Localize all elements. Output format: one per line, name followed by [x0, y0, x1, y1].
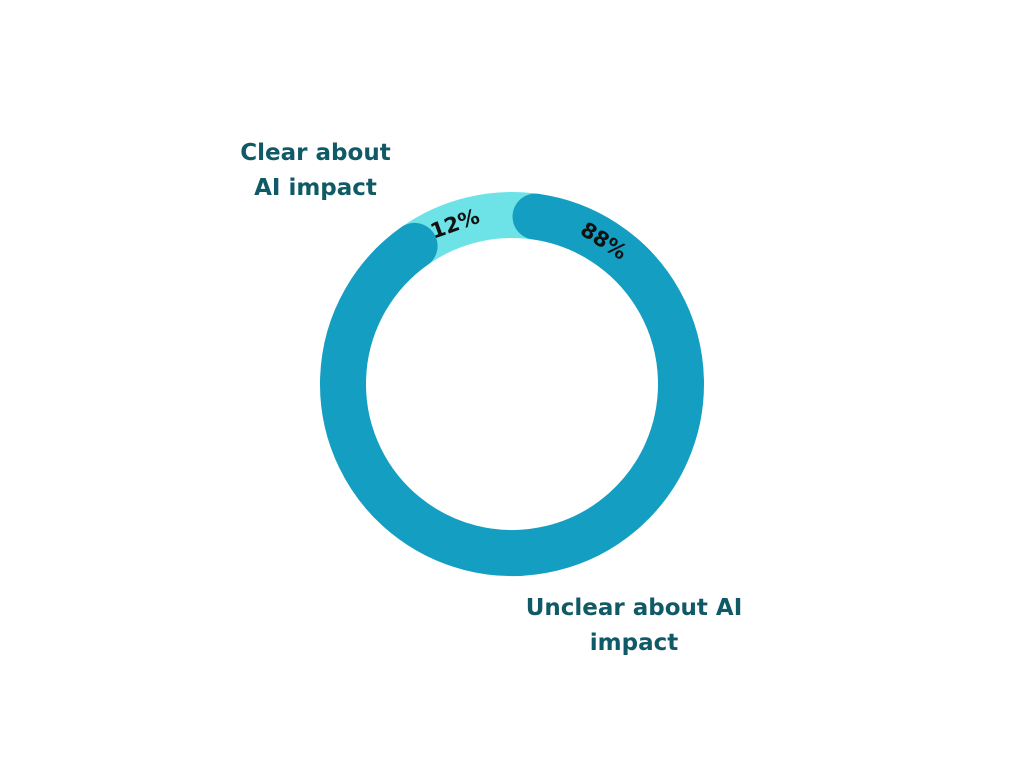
category-label: Clear about AI impact [240, 140, 391, 201]
donut-segment [320, 193, 704, 576]
category-label: Unclear about AI impact [525, 595, 743, 656]
